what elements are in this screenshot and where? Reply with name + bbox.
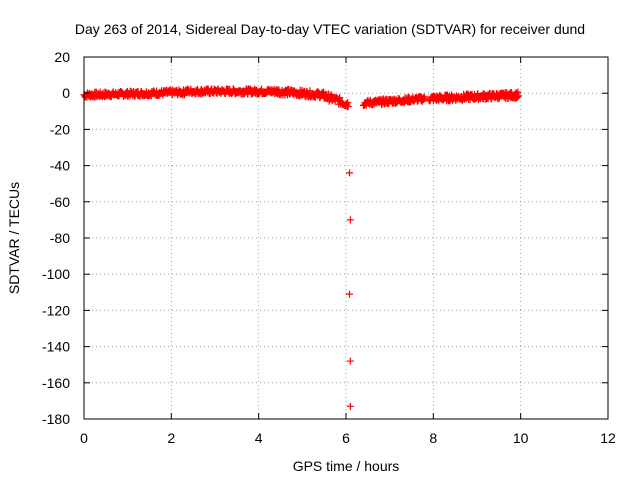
y-axis-label: SDTVAR / TECUs	[6, 182, 22, 294]
x-tick-label: 12	[600, 430, 616, 446]
y-tick-label: -180	[42, 411, 70, 427]
outlier-point	[345, 169, 353, 177]
x-tick-label: 6	[342, 430, 350, 446]
x-tick-label: 0	[80, 430, 88, 446]
data-point	[344, 102, 352, 110]
data-point	[514, 92, 522, 100]
data-point	[336, 94, 344, 102]
y-tick-label: -20	[50, 121, 70, 137]
grid-lines	[84, 57, 608, 419]
x-tick-label: 10	[513, 430, 529, 446]
x-tick-label: 2	[167, 430, 175, 446]
outlier-point	[346, 357, 354, 365]
outlier-point	[345, 290, 353, 298]
chart-title: Day 263 of 2014, Sidereal Day-to-day VTE…	[75, 21, 585, 37]
x-tick-label: 4	[255, 430, 263, 446]
y-tick-label: -60	[50, 194, 70, 210]
y-tick-label: -40	[50, 158, 70, 174]
x-axis-label: GPS time / hours	[293, 458, 400, 474]
x-tick-label: 8	[429, 430, 437, 446]
outlier-point	[346, 216, 354, 224]
outlier-point	[346, 402, 354, 410]
axis-ticks: 0 2 4 6 8 10 12 20 0 -20 -40 -60 -80 -100 -120 -140 -160…	[42, 49, 616, 446]
y-tick-label: -100	[42, 266, 70, 282]
y-tick-label: -160	[42, 375, 70, 391]
y-tick-label: -120	[42, 302, 70, 318]
y-tick-label: 20	[54, 49, 70, 65]
y-tick-label: 0	[62, 85, 70, 101]
data-point	[421, 94, 429, 102]
y-tick-label: -140	[42, 339, 70, 355]
data-points	[80, 85, 522, 410]
y-tick-label: -80	[50, 230, 70, 246]
